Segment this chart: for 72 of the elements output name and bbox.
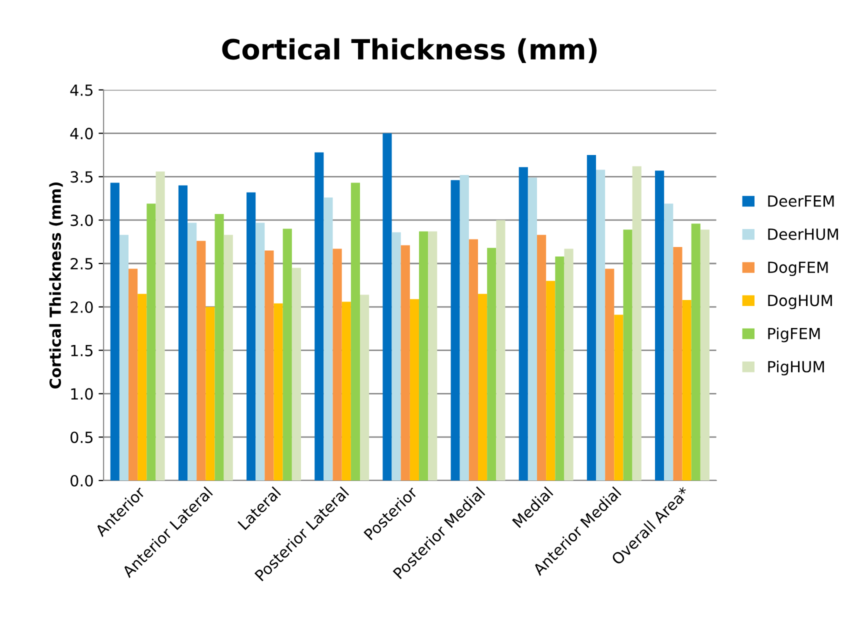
y-tick-label: 3.5 [70,171,93,183]
bar [518,167,528,480]
bar [382,133,392,480]
bar [478,294,488,480]
bar [546,280,556,480]
bar [119,234,129,480]
y-tick-label: 3.0 [70,214,93,226]
bar [178,185,188,480]
bar [632,166,642,480]
bar [206,306,215,480]
legend-label: PigHUM [768,360,824,376]
bar [196,240,206,480]
bar [682,300,692,480]
bar [564,248,574,480]
y-tick-label: 4.5 [70,84,93,96]
bar [324,198,333,480]
bar [460,174,469,480]
y-tick-label: 0.5 [70,432,93,444]
bar [360,294,370,480]
bar [700,230,710,480]
bar [400,245,410,480]
y-tick-label: 1.5 [71,344,93,356]
legend-label: DeerFEM [768,195,834,207]
bar [586,155,596,480]
bar [487,248,496,480]
bar [428,231,438,480]
y-tick-label: 1.0 [71,388,93,400]
bar [138,294,147,480]
bar [110,182,120,480]
bar [224,234,233,480]
bar [555,256,564,480]
chart-title: Cortical Thickness (mm) [222,38,597,64]
bar [596,170,606,480]
legend-label: PigFEM [768,327,820,342]
bar [332,248,342,480]
legend-label: DeerHUM [768,228,838,240]
bar [614,314,624,480]
bar [282,228,292,480]
y-tick-label: 4.0 [70,128,93,140]
bar [256,222,265,480]
bar [264,250,274,480]
bar [128,268,138,480]
bar [605,268,614,480]
bar [450,180,460,480]
bar [246,192,256,480]
bar [214,214,224,480]
y-tick-label: 0.0 [70,474,93,487]
bar [664,204,674,480]
legend-label: DogFEM [768,262,828,276]
bar [342,302,351,480]
bar [350,182,360,480]
bar [673,247,682,480]
bar [496,220,506,480]
bar [410,299,419,480]
bar [468,239,478,480]
bar [691,224,700,480]
bar [392,232,401,480]
bar [623,230,632,480]
bar [314,152,324,480]
bar [537,234,546,480]
bar [156,171,165,480]
bar [419,231,428,480]
y-tick-label: 2.5 [70,258,93,270]
bar [146,204,156,480]
bar [655,170,664,480]
legend-label: DogHUM [768,294,832,310]
bar [292,268,301,480]
bar [274,303,283,480]
y-tick-label: 2.0 [70,301,93,313]
bar [188,222,197,480]
bar [528,178,538,480]
y-axis-title: Cortical Thickness (mm) [49,182,63,388]
